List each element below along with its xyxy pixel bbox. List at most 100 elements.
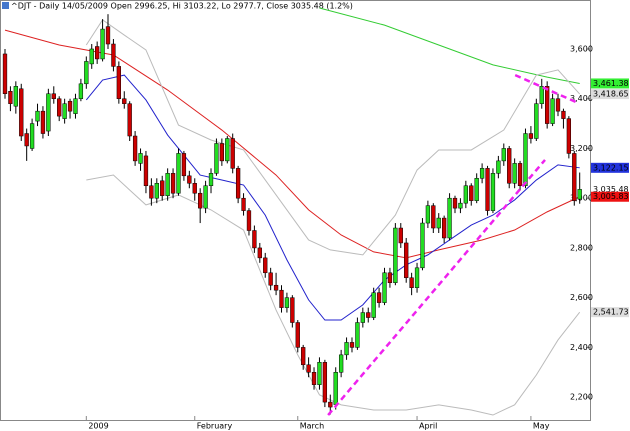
candle-body (344, 342, 349, 356)
candle-body (235, 168, 241, 199)
candle-body (555, 98, 561, 112)
candle-body (67, 100, 73, 112)
candle-body (333, 372, 338, 405)
candle-body (566, 118, 572, 154)
price-label: 2,541.73 (593, 308, 629, 317)
candle-body (257, 247, 262, 259)
candle-body (84, 61, 89, 85)
candle-body (24, 133, 29, 147)
candle-body (198, 192, 203, 209)
trendline (514, 73, 579, 105)
candle-body (149, 185, 154, 199)
candle-body (8, 91, 13, 104)
candle-body (490, 173, 496, 211)
candle-body (284, 297, 290, 308)
candle-body (154, 183, 159, 199)
candle-body (73, 98, 78, 114)
candle-body (496, 160, 501, 174)
candle-body (160, 180, 165, 196)
candle-body (376, 292, 382, 303)
candle-body (127, 103, 132, 137)
candle-body (290, 297, 295, 323)
candle-body (29, 123, 35, 149)
x-tick-label: May (533, 422, 550, 431)
candle-body (19, 88, 24, 137)
candle-body (246, 210, 252, 231)
candle-body (366, 312, 371, 318)
candle-body (420, 222, 425, 269)
candle-body (203, 185, 208, 209)
candle-body (263, 257, 268, 274)
price-label-box (591, 184, 629, 195)
candle-body (122, 98, 127, 104)
candle-body (382, 272, 387, 303)
candle-body (252, 230, 257, 249)
candle-body (425, 205, 431, 224)
candle-body (311, 372, 317, 385)
candle-body (13, 86, 18, 107)
candle-body (452, 197, 458, 209)
candle-body (214, 143, 219, 174)
y-tick-label: 3,200 (570, 144, 593, 153)
candle-body (138, 153, 143, 164)
candle-body (116, 66, 121, 99)
candle-body (469, 185, 474, 201)
x-tick-label: April (419, 422, 437, 431)
candle-body (322, 362, 328, 403)
candle-body (501, 148, 506, 162)
candle-body (306, 364, 311, 373)
price-label: 3,005.83 (593, 192, 629, 201)
candle-body (512, 163, 517, 184)
candle-body (355, 322, 360, 348)
y-tick-label: 2,400 (570, 343, 593, 352)
candle-body (338, 354, 344, 373)
candle-body (479, 168, 485, 179)
candle-body (192, 183, 197, 194)
candle-body (51, 93, 56, 99)
candle-body (523, 133, 528, 187)
price-label-box (591, 89, 629, 100)
symbol-icon (2, 2, 9, 9)
candle-body (414, 267, 420, 288)
candle-body (35, 110, 40, 122)
candle-body (295, 322, 300, 348)
candle-body (317, 362, 322, 385)
trendline (327, 159, 546, 416)
candle-body (230, 138, 235, 169)
candle-body (447, 197, 452, 239)
candle-body (485, 168, 490, 211)
indicator-line (319, 7, 580, 84)
candle-body (165, 173, 170, 196)
indicator-line (85, 19, 581, 256)
candle-body (100, 28, 105, 60)
candle-body (111, 43, 116, 67)
price-label: 3,461.38 (593, 79, 629, 88)
price-label: 3,035.48 (593, 185, 629, 194)
x-tick-label: 2009 (88, 422, 108, 431)
candle-body (360, 312, 365, 323)
y-tick-label: 2,200 (570, 393, 593, 402)
candle-body (539, 86, 544, 104)
candle-body (507, 148, 512, 184)
candle-body (57, 98, 62, 117)
candle-body (105, 26, 111, 45)
price-label: 3,122.15 (593, 163, 629, 172)
y-tick-label: 2,800 (570, 243, 593, 252)
candle-body (273, 284, 279, 291)
candle-body (349, 342, 355, 348)
candle-body (78, 83, 84, 99)
candle-body (409, 277, 414, 288)
chart-title: ^DJT - Daily 14/05/2009 Open 2996.25, Hi… (11, 2, 353, 11)
y-tick-label: 3,600 (570, 44, 593, 53)
plot-frame (0, 0, 591, 421)
x-tick-label: February (197, 422, 233, 431)
candle-body (301, 347, 306, 366)
candle-body (458, 202, 463, 209)
candle-body (474, 178, 479, 201)
candle-body (404, 242, 409, 279)
x-tick-label: March (300, 422, 324, 431)
candle-body (187, 175, 192, 184)
